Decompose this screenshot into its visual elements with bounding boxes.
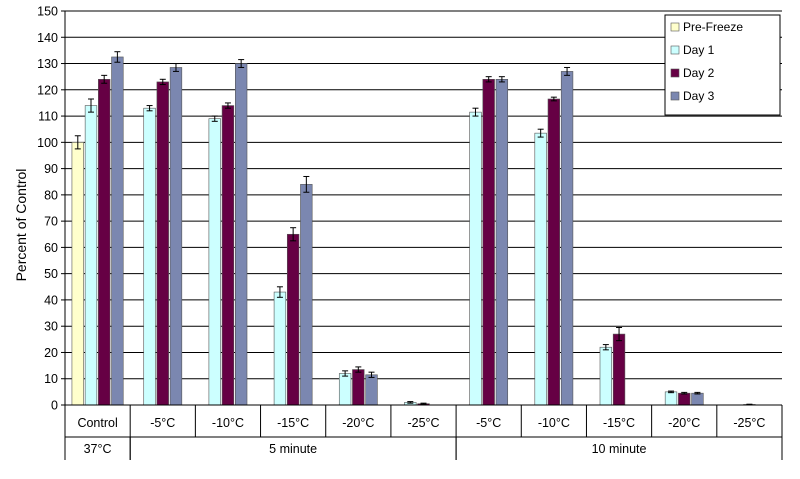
y-tick-label: 30 (44, 320, 58, 334)
bar (495, 78, 509, 406)
x-tick-label: -15°C (603, 416, 635, 430)
x-tick-label: -15°C (277, 416, 309, 430)
bar (286, 233, 300, 406)
y-tick-label: 50 (44, 267, 58, 281)
legend-swatch (670, 68, 680, 78)
y-tick-label: 10 (44, 372, 58, 386)
bar (300, 184, 313, 406)
legend-label: Day 1 (683, 43, 715, 57)
y-axis-ticks: 0 10 20 30 40 50 60 70 80 90 100 110 120 130 140 150 (37, 5, 65, 413)
x-tick-label: -10°C (538, 416, 570, 430)
bar (534, 132, 547, 406)
legend: Pre-Freeze Day 1 Day 2 Day 3 (664, 14, 781, 116)
x-tick-label: -5°C (150, 416, 175, 430)
bar (469, 111, 482, 406)
legend-label: Pre-Freeze (683, 20, 743, 34)
y-tick-label: 120 (37, 83, 58, 97)
x-tick-label: -25°C (407, 416, 439, 430)
bar (84, 105, 98, 406)
bar (352, 369, 365, 406)
y-tick-label: 130 (37, 57, 58, 71)
legend-swatch (670, 91, 680, 101)
x-group-label: 5 minute (269, 442, 317, 456)
y-tick-label: 20 (44, 346, 58, 360)
x-group-label: 10 minute (592, 442, 647, 456)
bar (143, 107, 156, 406)
bar (98, 78, 111, 406)
y-tick-label: 40 (44, 293, 58, 307)
bar (208, 118, 221, 406)
axes (64, 11, 782, 406)
gridlines (65, 10, 782, 380)
bar (111, 56, 124, 406)
bar (664, 391, 678, 406)
y-tick-label: 110 (38, 110, 58, 124)
bar (235, 63, 248, 406)
x-group-label: 37°C (84, 442, 112, 456)
y-tick-label: 150 (37, 5, 58, 19)
x-tick-label: -25°C (733, 416, 765, 430)
x-axis-ticks: Control -5°C -10°C -15°C -20°C -25°C -5°C -10°C… (64, 405, 783, 460)
legend-swatch (670, 22, 680, 32)
bar (482, 78, 495, 406)
bar (560, 71, 574, 406)
y-axis-label: Percent of Control (13, 169, 29, 282)
y-tick-label: 90 (44, 162, 58, 176)
bars (71, 51, 756, 406)
legend-label: Day 3 (683, 89, 715, 103)
bar (338, 373, 352, 406)
bar (71, 142, 84, 406)
bar (612, 333, 626, 406)
x-tick-label: -20°C (668, 416, 700, 430)
y-tick-label: 0 (51, 399, 58, 413)
y-tick-label: 140 (37, 31, 58, 45)
y-tick-label: 60 (44, 241, 58, 255)
bar (599, 346, 612, 406)
x-tick-label: Control (77, 416, 117, 430)
x-tick-label: -10°C (212, 416, 244, 430)
y-tick-label: 70 (44, 215, 58, 229)
y-tick-label: 100 (37, 136, 58, 150)
x-tick-label: -5°C (476, 416, 501, 430)
bar (365, 374, 378, 406)
bar (156, 81, 169, 406)
bar (547, 98, 561, 406)
bar (169, 67, 183, 406)
bar (273, 291, 287, 406)
legend-swatch (670, 45, 680, 55)
x-tick-label: -20°C (342, 416, 374, 430)
bar (221, 105, 235, 406)
bar (691, 392, 704, 406)
y-tick-label: 80 (44, 188, 58, 202)
bar (678, 392, 691, 406)
legend-label: Day 2 (683, 66, 715, 80)
legend-box (664, 14, 781, 116)
